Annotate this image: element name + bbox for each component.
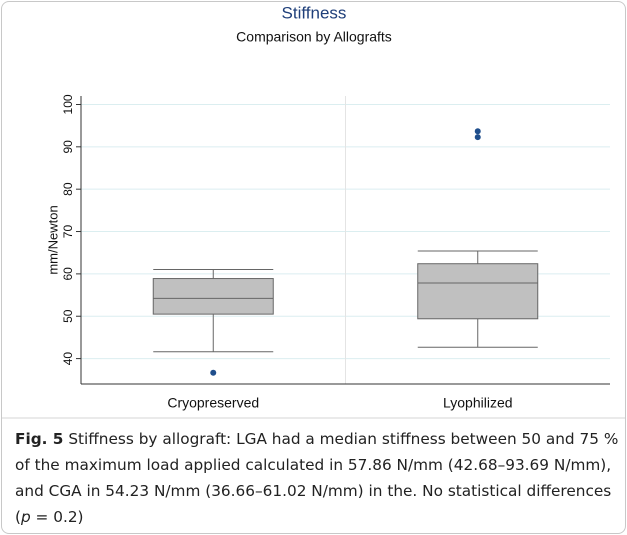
y-tick-label: 60 [61, 267, 75, 281]
caption-label: Fig. 5 [15, 430, 64, 448]
chart: Stiffness Comparison by Allografts mm/Ne… [2, 3, 625, 419]
y-tick-label: 50 [61, 309, 75, 323]
chart-title: Stiffness [282, 3, 347, 22]
box [417, 263, 539, 320]
y-tick-label: 100 [61, 94, 75, 114]
caption-after: = 0.2) [30, 508, 84, 526]
y-tick-label: 90 [61, 140, 75, 154]
outlier [474, 128, 481, 135]
y-tick-label: 80 [61, 182, 75, 196]
caption-italic: p [20, 508, 31, 526]
chart-subtitle: Comparison by Allografts [236, 29, 392, 45]
outlier [210, 369, 217, 376]
x-tick-label: Cryopreserved [167, 395, 259, 411]
y-tick-label: 70 [61, 225, 75, 239]
y-tick-label: 40 [61, 352, 75, 366]
outlier [474, 134, 481, 141]
y-axis-label: mm/Newton [45, 205, 60, 274]
caption: Fig. 5 Stiffness by allograft: LGA had a… [15, 426, 619, 530]
x-tick-label: Lyophilized [443, 395, 513, 411]
caption-text: Stiffness by allograft: LGA had a median… [15, 430, 619, 526]
box [152, 278, 274, 315]
